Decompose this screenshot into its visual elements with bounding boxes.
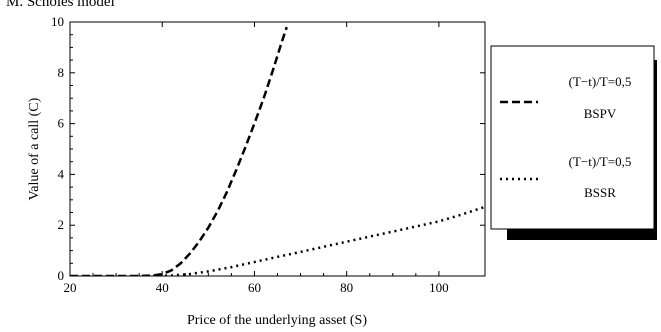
legend-label-bssr-line1: (T−t)/T=0,5 — [569, 154, 632, 169]
y-tick-label: 10 — [51, 14, 64, 29]
legend-label-bspv-line1: (T−t)/T=0,5 — [569, 74, 632, 89]
series-line-bssr — [152, 205, 485, 276]
legend-label-bspv-line2: BSPV — [584, 106, 617, 121]
legend-label-bssr-line2: BSSR — [584, 185, 616, 200]
x-tick-label: 60 — [248, 280, 261, 295]
x-tick-label: 40 — [156, 280, 169, 295]
y-axis-title: Value of a call (C) — [27, 97, 42, 200]
y-tick-label: 6 — [58, 116, 65, 131]
series-line-bspv — [70, 26, 288, 276]
axis-ticks: 20 40 60 80 100 0 2 4 6 8 10 — [51, 14, 485, 295]
legend: (T−t)/T=0,5 BSPV (T−t)/T=0,5 BSSR — [490, 45, 657, 240]
series-layer — [70, 26, 485, 276]
y-tick-label: 8 — [58, 65, 65, 80]
header-title-fragment: M. Scholes model — [6, 0, 115, 10]
legend-box — [490, 45, 655, 230]
x-tick-label: 80 — [340, 280, 353, 295]
x-tick-label: 100 — [429, 280, 449, 295]
x-tick-label: 20 — [64, 280, 77, 295]
x-axis-title: Price of the underlying asset (S) — [187, 313, 367, 328]
y-tick-label: 4 — [58, 166, 65, 181]
y-tick-label: 2 — [58, 217, 65, 232]
y-tick-label: 0 — [58, 268, 65, 283]
plot-frame — [69, 21, 486, 277]
